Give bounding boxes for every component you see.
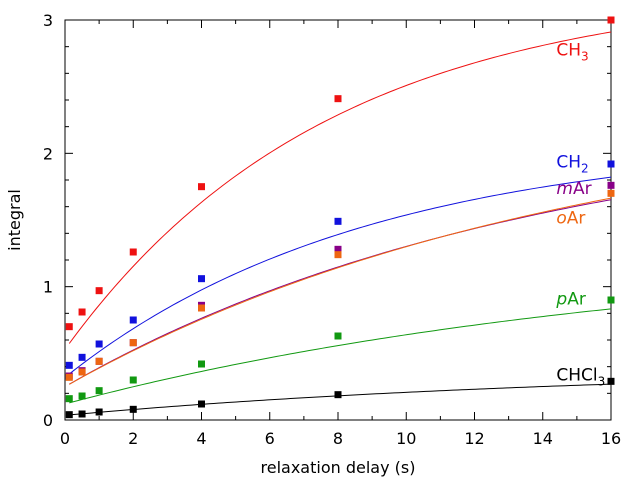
y-tick-label: 0 xyxy=(43,411,53,430)
x-tick-label: 14 xyxy=(533,429,553,448)
data-point-oAr xyxy=(607,189,615,197)
data-point-pAr xyxy=(334,332,342,340)
data-points xyxy=(65,16,615,419)
data-point-CH3 xyxy=(95,287,103,295)
data-point-oAr xyxy=(198,304,205,312)
series-label-mAr: mAr xyxy=(556,179,591,199)
data-point-pAr xyxy=(607,296,615,304)
y-tick-label: 2 xyxy=(43,144,53,163)
data-point-mAr xyxy=(607,181,615,189)
data-point-oAr xyxy=(95,357,103,365)
data-point-CHCl3 xyxy=(334,391,342,399)
data-point-pAr xyxy=(129,376,137,384)
data-point-CHCl3 xyxy=(129,405,137,413)
y-tick-label: 1 xyxy=(43,278,53,297)
data-point-CH3 xyxy=(78,308,86,316)
fit-curve-mAr xyxy=(69,199,612,385)
data-point-CH3 xyxy=(198,183,205,191)
data-point-CH3 xyxy=(334,95,342,103)
data-point-pAr xyxy=(198,360,205,368)
fit-curve-pAr xyxy=(69,308,612,404)
data-point-CHCl3 xyxy=(198,400,205,408)
fit-curve-oAr xyxy=(69,197,612,385)
data-point-CH2 xyxy=(78,353,86,361)
x-tick-label: 0 xyxy=(60,429,70,448)
data-point-CH3 xyxy=(129,248,137,256)
data-point-CH2 xyxy=(95,340,103,348)
fit-curve-CH3 xyxy=(68,31,612,344)
x-tick-label: 12 xyxy=(464,429,484,448)
series-label-CH2: CH2 xyxy=(556,152,588,175)
data-point-CHCl3 xyxy=(78,410,86,418)
x-tick-label: 4 xyxy=(196,429,206,448)
data-point-mAr xyxy=(334,245,342,253)
fit-curve-CHCl3 xyxy=(69,383,612,416)
x-tick-label: 16 xyxy=(601,429,621,448)
x-axis-label: relaxation delay (s) xyxy=(261,458,416,477)
x-tick-label: 8 xyxy=(333,429,343,448)
series-labels: CH3 CH2 mAr oAr pAr CHCl3 xyxy=(555,40,605,388)
x-tick-label: 6 xyxy=(265,429,275,448)
series-label-CHCl3: CHCl3 xyxy=(556,366,605,389)
data-point-CH3 xyxy=(607,16,615,24)
series-label-pAr: pAr xyxy=(555,290,585,310)
fit-curves xyxy=(68,31,612,416)
fit-curve-CH2 xyxy=(68,176,612,375)
x-tick-label: 10 xyxy=(396,429,416,448)
data-point-pAr xyxy=(95,387,103,395)
series-label-CH3: CH3 xyxy=(556,40,588,63)
data-point-CH2 xyxy=(198,275,205,283)
series-label-oAr: oAr xyxy=(556,208,585,228)
y-axis-label: integral xyxy=(5,189,24,251)
data-point-CH2 xyxy=(334,217,342,225)
data-point-oAr xyxy=(129,339,137,347)
data-point-CHCl3 xyxy=(95,408,103,416)
data-point-CHCl3 xyxy=(65,411,73,419)
data-point-oAr xyxy=(65,373,73,381)
data-point-CHCl3 xyxy=(607,377,615,385)
data-point-CH2 xyxy=(607,160,615,168)
data-point-CH3 xyxy=(65,323,73,331)
data-point-CH2 xyxy=(129,316,137,324)
x-tick-label: 2 xyxy=(128,429,138,448)
data-point-pAr xyxy=(78,392,86,400)
data-point-oAr xyxy=(334,251,342,259)
y-tick-label: 3 xyxy=(43,11,53,30)
data-point-CH2 xyxy=(65,361,73,369)
data-point-oAr xyxy=(78,368,86,376)
data-point-pAr xyxy=(65,395,73,403)
